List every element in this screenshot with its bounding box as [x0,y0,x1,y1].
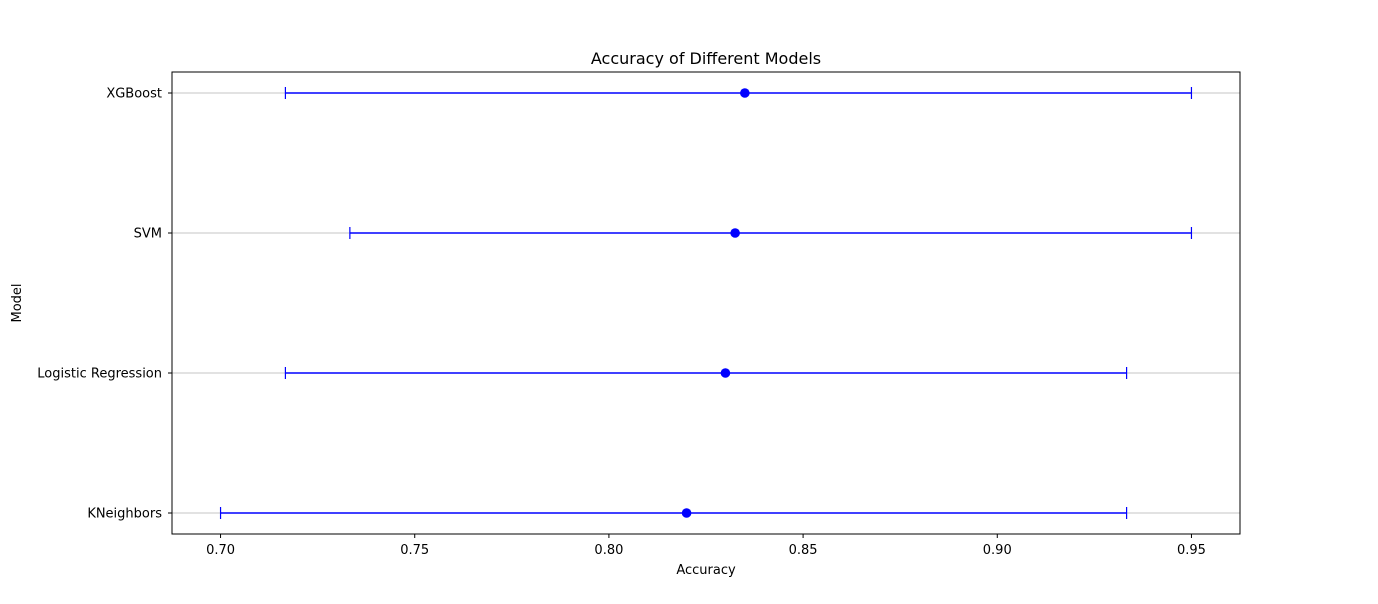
y-tick-label: KNeighbors [87,507,162,522]
y-axis-ticks: KNeighbors Logistic Regression SVM XGBoost [37,87,172,522]
mean-point [720,368,731,378]
x-tick-label: 0.90 [983,543,1012,558]
x-tick-label: 0.80 [594,543,623,558]
x-tick-label: 0.75 [400,543,429,558]
x-tick-label: 0.70 [206,543,235,558]
x-axis-ticks: 0.70 0.75 0.80 0.85 0.90 0.95 [206,534,1206,558]
x-tick-label: 0.85 [789,543,818,558]
mean-point [730,228,740,238]
mean-point [681,508,692,518]
y-tick-label: XGBoost [106,87,162,102]
x-axis-label: Accuracy [676,563,736,578]
error-bars [219,87,1193,519]
chart-title: Accuracy of Different Models [591,49,821,68]
grid-lines [172,92,1240,514]
y-tick-label: Logistic Regression [37,367,162,382]
mean-points [681,88,750,518]
axes-frame [171,71,1241,535]
x-tick-label: 0.95 [1177,543,1206,558]
y-axis-label: Model [10,283,25,322]
mean-point [740,88,750,98]
y-tick-label: SVM [134,227,162,242]
